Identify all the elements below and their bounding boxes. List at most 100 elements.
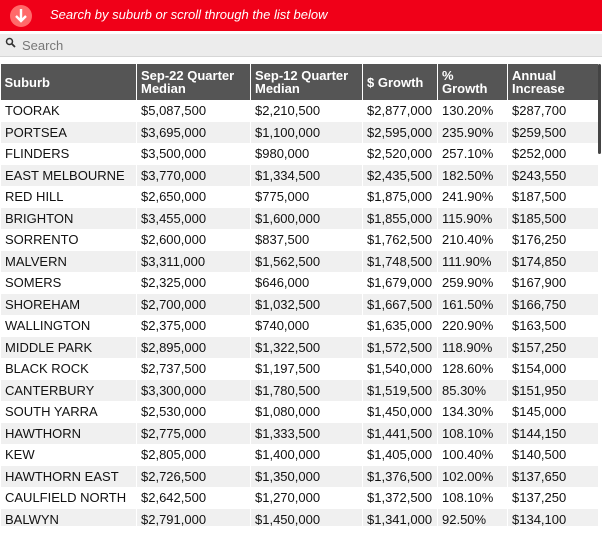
table-cell: 130.20%	[437, 100, 508, 122]
table-cell: $1,540,000	[362, 358, 438, 380]
table-cell: $259,500	[507, 121, 598, 143]
table-cell: $980,000	[250, 143, 363, 165]
table-cell: 128.60%	[437, 358, 508, 380]
table-cell: $1,080,000	[250, 401, 363, 423]
table-cell: 85.30%	[437, 379, 508, 401]
table-cell: 92.50%	[437, 508, 508, 526]
table-cell: $2,210,500	[250, 100, 363, 122]
table-cell: $157,250	[507, 336, 598, 358]
table-cell: $187,500	[507, 186, 598, 208]
table-cell: $137,650	[507, 465, 598, 487]
table-cell: 100.40%	[437, 444, 508, 466]
search-box[interactable]: Search	[0, 34, 602, 57]
table-row: SORRENTO $2,600,000 $837,500 $1,762,500 210.…	[0, 229, 598, 251]
column-header[interactable]: % Growth	[437, 64, 508, 100]
column-header[interactable]: Sep-12 Quarter Median	[250, 64, 363, 100]
table-cell: $134,100	[507, 508, 598, 526]
table-container: Suburb Sep-22 Quarter Median Sep-12 Quarte…	[0, 64, 598, 526]
table-cell: $1,372,500	[362, 487, 438, 509]
table-cell: 108.10%	[437, 487, 508, 509]
table-cell: EAST MELBOURNE	[0, 164, 137, 186]
table-cell: $1,562,500	[250, 250, 363, 272]
table-row: RED HILL $2,650,000 $775,000 $1,875,000 241.…	[0, 186, 598, 208]
down-arrow-icon[interactable]	[9, 4, 33, 28]
table-cell: $1,341,000	[362, 508, 438, 526]
table-cell: $2,791,000	[136, 508, 251, 526]
table-cell: 259.90%	[437, 272, 508, 294]
table-cell: $2,726,500	[136, 465, 251, 487]
table-cell: $2,530,000	[136, 401, 251, 423]
table-cell: 182.50%	[437, 164, 508, 186]
table-cell: $1,572,500	[362, 336, 438, 358]
table-cell: 102.00%	[437, 465, 508, 487]
table-cell: $1,334,500	[250, 164, 363, 186]
table-cell: $2,877,000	[362, 100, 438, 122]
table-cell: $3,300,000	[136, 379, 251, 401]
search-banner[interactable]: Search by suburb or scroll through the l…	[0, 0, 602, 31]
table-cell: CAULFIELD NORTH	[0, 487, 137, 509]
table-cell: $1,667,500	[362, 293, 438, 315]
table-row: BLACK ROCK $2,737,500 $1,197,500 $1,540,000…	[0, 358, 598, 380]
table-cell: $1,197,500	[250, 358, 363, 380]
table-cell: $1,441,500	[362, 422, 438, 444]
column-header[interactable]: Annual Increase	[507, 64, 598, 100]
table-cell: 118.90%	[437, 336, 508, 358]
table-cell: $2,375,000	[136, 315, 251, 337]
table-cell: $137,250	[507, 487, 598, 509]
table-cell: KEW	[0, 444, 137, 466]
table-cell: $3,695,000	[136, 121, 251, 143]
table-cell: $775,000	[250, 186, 363, 208]
table-cell: SOUTH YARRA	[0, 401, 137, 423]
table-cell: MIDDLE PARK	[0, 336, 137, 358]
table-cell: $1,270,000	[250, 487, 363, 509]
table-cell: $3,311,000	[136, 250, 251, 272]
table-cell: $2,595,000	[362, 121, 438, 143]
table-cell: $1,635,000	[362, 315, 438, 337]
table-cell: $1,780,500	[250, 379, 363, 401]
table-cell: $5,087,500	[136, 100, 251, 122]
table-cell: $145,000	[507, 401, 598, 423]
table-cell: 235.90%	[437, 121, 508, 143]
column-header[interactable]: Sep-22 Quarter Median	[136, 64, 251, 100]
table-row: MALVERN $3,311,000 $1,562,500 $1,748,500 111…	[0, 250, 598, 272]
table-row: BALWYN $2,791,000 $1,450,000 $1,341,000 92.5…	[0, 508, 598, 526]
table-row: HAWTHORN $2,775,000 $1,333,500 $1,441,500 10…	[0, 422, 598, 444]
table-cell: $140,500	[507, 444, 598, 466]
table-cell: SOMERS	[0, 272, 137, 294]
table-cell: $1,450,000	[250, 508, 363, 526]
table-row: WALLINGTON $2,375,000 $740,000 $1,635,000 22…	[0, 315, 598, 337]
table-cell: BLACK ROCK	[0, 358, 137, 380]
header-row: Suburb Sep-22 Quarter Median Sep-12 Quarte…	[0, 64, 598, 100]
table-cell: $185,500	[507, 207, 598, 229]
table-cell: $2,325,000	[136, 272, 251, 294]
table-cell: $1,350,000	[250, 465, 363, 487]
table-cell: $144,150	[507, 422, 598, 444]
table-cell: $1,748,500	[362, 250, 438, 272]
table-cell: $1,762,500	[362, 229, 438, 251]
column-header[interactable]: Suburb	[0, 64, 137, 100]
table-row: PORTSEA $3,695,000 $1,100,000 $2,595,000 235…	[0, 121, 598, 143]
table-cell: $176,250	[507, 229, 598, 251]
suburb-table: Suburb Sep-22 Quarter Median Sep-12 Quarte…	[0, 64, 598, 526]
table-cell: $1,679,000	[362, 272, 438, 294]
table-cell: $3,455,000	[136, 207, 251, 229]
table-cell: SORRENTO	[0, 229, 137, 251]
table-cell: $1,405,000	[362, 444, 438, 466]
table-cell: $2,700,000	[136, 293, 251, 315]
table-row: HAWTHORN EAST $2,726,500 $1,350,000 $1,376,…	[0, 465, 598, 487]
table-cell: $1,875,000	[362, 186, 438, 208]
table-cell: 115.90%	[437, 207, 508, 229]
table-cell: PORTSEA	[0, 121, 137, 143]
table-cell: $2,520,000	[362, 143, 438, 165]
table-cell: $174,850	[507, 250, 598, 272]
table-cell: $1,600,000	[250, 207, 363, 229]
column-header[interactable]: $ Growth	[362, 64, 438, 100]
table-cell: $287,700	[507, 100, 598, 122]
table-cell: $2,737,500	[136, 358, 251, 380]
scrollbar[interactable]	[598, 64, 601, 154]
table-cell: 241.90%	[437, 186, 508, 208]
table-row: SHOREHAM $2,700,000 $1,032,500 $1,667,500 16…	[0, 293, 598, 315]
table-cell: WALLINGTON	[0, 315, 137, 337]
table-cell: $646,000	[250, 272, 363, 294]
table-row: CAULFIELD NORTH $2,642,500 $1,270,000 $1,37…	[0, 487, 598, 509]
